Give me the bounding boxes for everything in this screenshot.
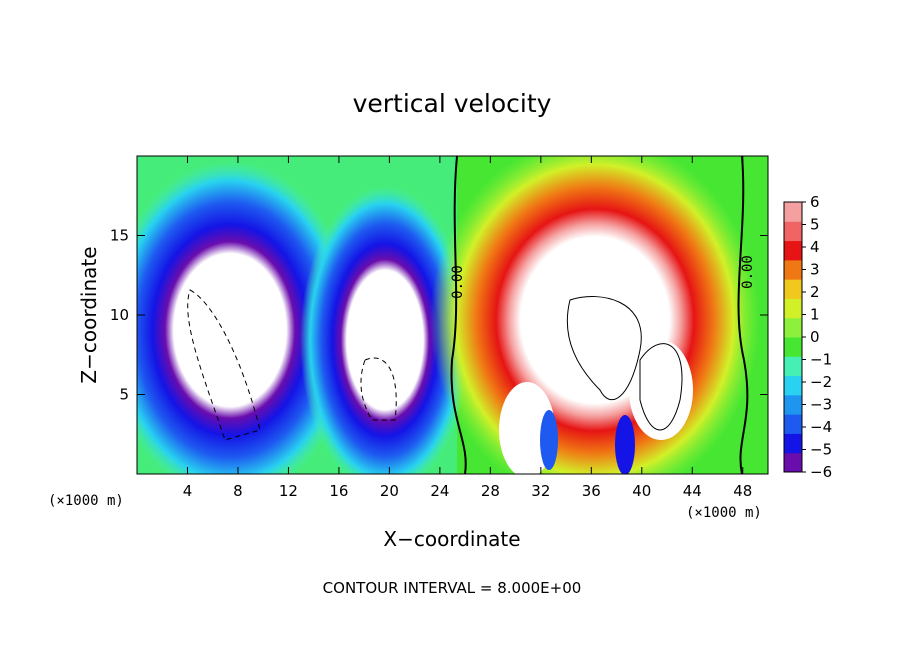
- x-tick-label: 36: [582, 482, 601, 500]
- x-tick-label: 16: [329, 482, 348, 500]
- colorbar-swatch: [784, 394, 802, 415]
- colorbar-swatch: [784, 356, 802, 377]
- x-tick-label: 24: [430, 482, 449, 500]
- dashed-contour-1: [187, 289, 261, 441]
- solid-contour-1: [566, 296, 642, 401]
- x-tick-label: 44: [683, 482, 702, 500]
- downdraft-mid: [300, 185, 470, 474]
- colorbar-ticks: 6 5 4 3 2 1 0 −1 −2 −3 −4 −5 −6: [802, 193, 832, 481]
- colorbar: [784, 202, 802, 473]
- colorbar-swatch: [784, 433, 802, 454]
- colorbar-swatch: [784, 202, 802, 222]
- y-axis-label: Z−coordinate: [77, 246, 101, 383]
- updraft-main: [430, 156, 760, 474]
- x-tick-label: 8: [233, 482, 243, 500]
- x-unit-note: (×1000 m): [686, 505, 762, 521]
- zero-contour-line-1: [450, 156, 467, 474]
- colorbar-swatch: [784, 279, 802, 299]
- x-tick-label: 32: [531, 482, 550, 500]
- x-axis-ticks: 4 8 12 16 20 24 28 32 36 40 44 48: [183, 156, 752, 500]
- x-tick-label: 40: [632, 482, 651, 500]
- downdraft-left: [137, 160, 355, 474]
- contour-label-2: 0.00: [740, 255, 756, 289]
- contour-interval-note: CONTOUR INTERVAL = 8.000E+00: [323, 579, 582, 597]
- x-tick-label: 20: [380, 482, 399, 500]
- colorbar-swatch: [784, 221, 802, 242]
- plot-field: [137, 156, 768, 474]
- colorbar-swatch: [784, 375, 802, 396]
- x-tick-label: 48: [733, 482, 752, 500]
- colorbar-swatch: [784, 337, 802, 357]
- colorbar-tick-label: −5: [810, 441, 832, 459]
- colorbar-swatch: [784, 317, 802, 338]
- colorbar-tick-label: 2: [810, 283, 820, 301]
- x-tick-label: 28: [481, 482, 500, 500]
- colorbar-tick-label: 6: [810, 193, 820, 211]
- colorbar-swatch: [784, 259, 802, 280]
- colorbar-tick-label: −1: [810, 351, 832, 369]
- colorbar-swatch: [784, 452, 802, 473]
- colorbar-tick-label: 3: [810, 261, 820, 279]
- y-tick-label: 15: [110, 227, 129, 245]
- downdraft-jet-2: [540, 410, 558, 470]
- colorbar-swatch: [784, 240, 802, 261]
- x-axis-label: X−coordinate: [383, 527, 520, 551]
- colorbar-swatch: [784, 298, 802, 319]
- colorbar-tick-label: 4: [810, 238, 820, 256]
- colorbar-tick-label: −4: [810, 418, 832, 436]
- y-tick-label: 5: [119, 386, 129, 404]
- colorbar-tick-label: 0: [810, 328, 820, 346]
- solid-contour-2: [639, 343, 683, 431]
- x-tick-label: 4: [183, 482, 193, 500]
- x-tick-label: 12: [279, 482, 298, 500]
- colorbar-tick-label: 1: [810, 306, 820, 324]
- chart-title: vertical velocity: [353, 89, 552, 118]
- y-tick-label: 10: [110, 306, 129, 324]
- y-axis-ticks: 5 10 15: [110, 227, 768, 404]
- colorbar-swatch: [784, 414, 802, 434]
- colorbar-tick-label: −2: [810, 373, 832, 391]
- colorbar-tick-label: 5: [810, 216, 820, 234]
- colorbar-tick-label: −6: [810, 463, 832, 481]
- dashed-contour-2: [360, 357, 397, 421]
- zero-contour-line-2: [737, 156, 749, 474]
- colorbar-tick-label: −3: [810, 396, 832, 414]
- contour-label-1: 0.00: [450, 265, 466, 299]
- y-unit-note: (×1000 m): [48, 493, 124, 509]
- downdraft-jet-1: [615, 415, 635, 474]
